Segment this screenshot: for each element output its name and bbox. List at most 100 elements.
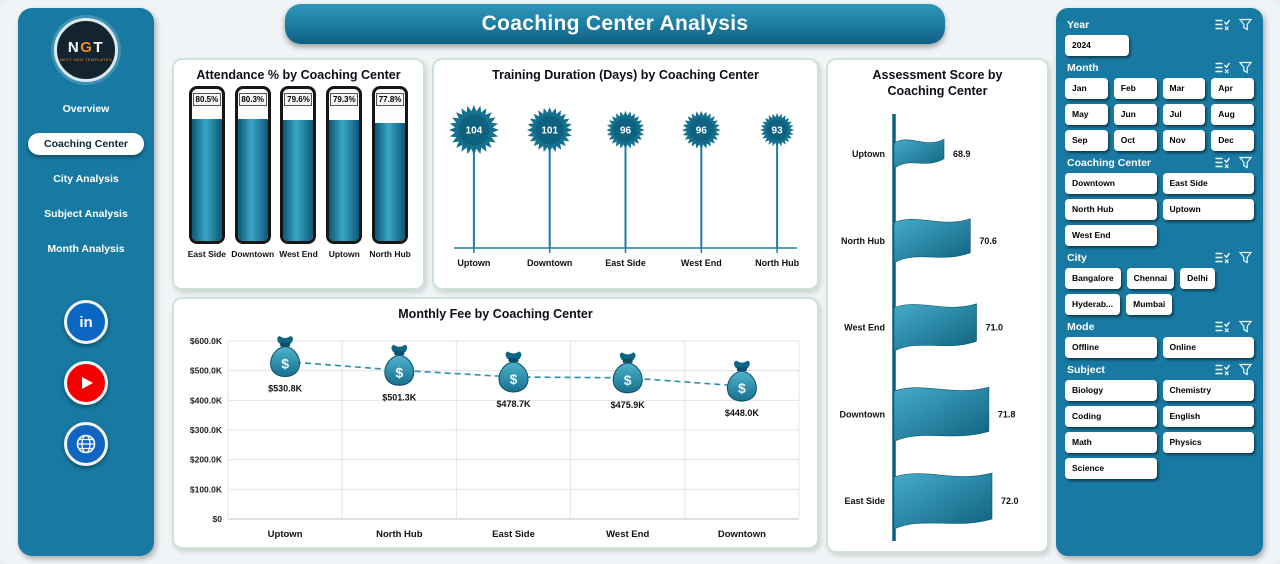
clear-selections-icon[interactable] <box>1214 363 1230 376</box>
axis-category-label: Downtown <box>718 529 766 540</box>
filter-option-coding[interactable]: Coding <box>1065 406 1157 427</box>
filter-option-dec[interactable]: Dec <box>1211 130 1254 151</box>
website-globe-icon[interactable] <box>64 422 108 466</box>
assessment-flag[interactable] <box>893 472 993 530</box>
filter-option-offline[interactable]: Offline <box>1065 337 1157 358</box>
money-bag-icon[interactable]: $ <box>270 336 301 378</box>
filter-option-feb[interactable]: Feb <box>1113 78 1157 99</box>
filter-option-may[interactable]: May <box>1065 104 1108 125</box>
linkedin-icon[interactable]: in <box>64 300 108 344</box>
assessment-flag[interactable] <box>893 138 945 170</box>
filter-option-jan[interactable]: Jan <box>1065 78 1108 99</box>
filter-option-sep[interactable]: Sep <box>1065 130 1108 151</box>
assessment-flag[interactable] <box>893 386 990 442</box>
sidebar-item-coaching-center[interactable]: Coaching Center <box>28 133 144 155</box>
filter-panel: Year 2024 Month Jan Feb Mar Apr May Jun Jul Aug Sep… <box>1056 8 1263 556</box>
assessment-flag[interactable] <box>893 218 971 264</box>
filter-icons <box>1214 156 1252 169</box>
fee-chart-panel: Monthly Fee by Coaching Center $0 $100.0K… <box>172 297 819 549</box>
y-axis-tick-label: $300.0K <box>190 425 223 435</box>
money-bag-icon[interactable]: $ <box>498 351 529 393</box>
clear-selections-icon[interactable] <box>1214 61 1230 74</box>
filter-option-hyderab[interactable]: Hyderab... <box>1065 294 1121 315</box>
filter-section-header: Mode <box>1067 320 1252 333</box>
attendance-bar[interactable]: 77.8% <box>372 86 409 244</box>
page-title: Coaching Center Analysis <box>285 4 945 44</box>
filter-option-north-hub[interactable]: North Hub <box>1065 199 1157 220</box>
filter-option-delhi[interactable]: Delhi <box>1180 268 1215 289</box>
filter-option-uptown[interactable]: Uptown <box>1162 199 1254 220</box>
fee-value-label: $530.8K <box>268 384 303 394</box>
svg-text:$: $ <box>738 380 746 396</box>
axis-category-label: Uptown <box>328 249 360 259</box>
filter-funnel-icon[interactable] <box>1239 363 1252 376</box>
marker-core <box>535 115 564 145</box>
bar-track: 80.5% <box>188 86 225 244</box>
filter-option-oct[interactable]: Oct <box>1113 130 1157 151</box>
filter-option-bangalore[interactable]: Bangalore <box>1065 268 1121 289</box>
clear-selections-icon[interactable] <box>1214 251 1230 264</box>
filter-section-title: Mode <box>1067 320 1095 333</box>
filter-section-header: Year <box>1067 18 1252 31</box>
filter-option-physics[interactable]: Physics <box>1162 432 1254 453</box>
filter-funnel-icon[interactable] <box>1239 18 1252 31</box>
filter-options: 2024 <box>1065 35 1254 56</box>
assessment-chart: Uptown 68.9 North Hub 70.6 West End 71.0 Downt… <box>830 108 1045 547</box>
assessment-flag[interactable] <box>893 303 977 352</box>
attendance-bar[interactable]: 79.6% <box>280 86 317 244</box>
clear-selections-icon[interactable] <box>1214 156 1230 169</box>
filter-funnel-icon[interactable] <box>1239 320 1252 333</box>
filter-option-online[interactable]: Online <box>1162 337 1254 358</box>
axis-category-label: West End <box>844 323 885 333</box>
filter-section-header: Subject <box>1067 363 1252 376</box>
filter-option-chemistry[interactable]: Chemistry <box>1162 380 1254 401</box>
attendance-bar[interactable]: 79.3% <box>326 86 363 244</box>
filter-section-header: Coaching Center <box>1067 156 1252 169</box>
filter-option-apr[interactable]: Apr <box>1211 78 1254 99</box>
sidebar-item-month-analysis[interactable]: Month Analysis <box>47 243 125 255</box>
youtube-icon[interactable] <box>64 361 108 405</box>
y-axis-tick-label: $500.0K <box>190 366 223 376</box>
filter-section-header: City <box>1067 251 1252 264</box>
filter-option-mar[interactable]: Mar <box>1162 78 1206 99</box>
filter-icons <box>1214 18 1252 31</box>
money-bag-icon[interactable]: $ <box>612 352 643 394</box>
fee-value-label: $478.7K <box>496 399 531 409</box>
filter-option-mumbai[interactable]: Mumbai <box>1126 294 1173 315</box>
filter-funnel-icon[interactable] <box>1239 251 1252 264</box>
filter-option-east-side[interactable]: East Side <box>1162 173 1254 194</box>
attendance-bar[interactable]: 80.5% <box>188 86 225 244</box>
sidebar-item-subject-analysis[interactable]: Subject Analysis <box>44 208 128 220</box>
logo-letter: G <box>80 38 94 56</box>
axis-category-label: East Side <box>492 529 535 540</box>
assessment-value-label: 71.0 <box>986 323 1004 333</box>
filter-option-west-end[interactable]: West End <box>1065 225 1157 246</box>
filter-option-science[interactable]: Science <box>1065 458 1157 479</box>
filter-option-downtown[interactable]: Downtown <box>1065 173 1157 194</box>
attendance-chart: 80.5% East Side 80.3% Downtown 79.6% West End… <box>184 86 413 282</box>
filter-option-jul[interactable]: Jul <box>1162 104 1206 125</box>
duration-chart: 104 Uptown 101 Downtown 96 East Side 96 West En… <box>436 86 815 286</box>
filter-option-biology[interactable]: Biology <box>1065 380 1157 401</box>
filter-option-chennai[interactable]: Chennai <box>1126 268 1175 289</box>
attendance-value-label: 80.3% <box>238 93 267 106</box>
money-bag-icon[interactable]: $ <box>384 344 415 386</box>
filter-option-jun[interactable]: Jun <box>1113 104 1157 125</box>
clear-selections-icon[interactable] <box>1214 320 1230 333</box>
axis-category-label: West End <box>279 249 318 259</box>
fee-trend-line <box>285 360 742 387</box>
filter-option-english[interactable]: English <box>1162 406 1254 427</box>
sidebar-item-overview[interactable]: Overview <box>62 103 110 115</box>
filter-funnel-icon[interactable] <box>1239 61 1252 74</box>
filter-option-2024[interactable]: 2024 <box>1065 35 1129 56</box>
clear-selections-icon[interactable] <box>1214 18 1230 31</box>
attendance-bar[interactable]: 80.3% <box>234 86 271 244</box>
axis-category-label: Uptown <box>852 149 885 159</box>
axis-category-label: East Side <box>605 258 646 268</box>
sidebar-item-city-analysis[interactable]: City Analysis <box>53 173 119 185</box>
filter-option-aug[interactable]: Aug <box>1211 104 1254 125</box>
filter-option-nov[interactable]: Nov <box>1162 130 1206 151</box>
money-bag-icon[interactable]: $ <box>726 360 757 402</box>
filter-option-math[interactable]: Math <box>1065 432 1157 453</box>
filter-funnel-icon[interactable] <box>1239 156 1252 169</box>
